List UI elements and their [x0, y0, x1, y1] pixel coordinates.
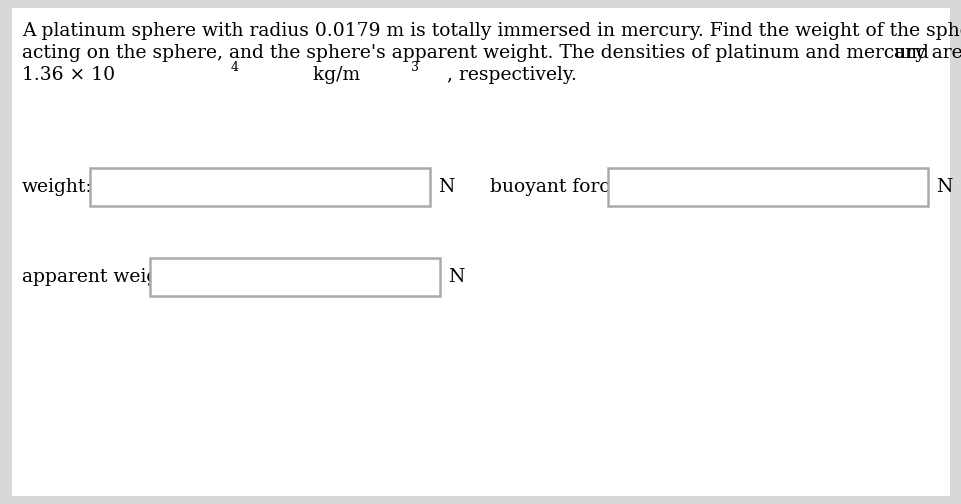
- Text: acting on the sphere, and the sphere's apparent weight. The densities of platinu: acting on the sphere, and the sphere's a…: [22, 44, 961, 62]
- Text: N: N: [935, 178, 951, 196]
- Text: 1.36 × 10: 1.36 × 10: [22, 66, 115, 84]
- Text: kg/m: kg/m: [307, 66, 359, 84]
- FancyBboxPatch shape: [607, 168, 927, 206]
- FancyBboxPatch shape: [90, 168, 430, 206]
- Text: 3: 3: [410, 61, 419, 74]
- Text: apparent weight:: apparent weight:: [22, 268, 184, 286]
- Text: and: and: [887, 44, 927, 62]
- FancyBboxPatch shape: [150, 258, 439, 296]
- Text: buoyant force:: buoyant force:: [489, 178, 627, 196]
- Text: weight:: weight:: [22, 178, 92, 196]
- Text: , respectively.: , respectively.: [447, 66, 577, 84]
- Text: A platinum sphere with radius 0.0179 m is totally immersed in mercury. Find the : A platinum sphere with radius 0.0179 m i…: [22, 22, 961, 40]
- Text: 4: 4: [231, 61, 238, 74]
- Text: N: N: [448, 268, 464, 286]
- Text: N: N: [437, 178, 454, 196]
